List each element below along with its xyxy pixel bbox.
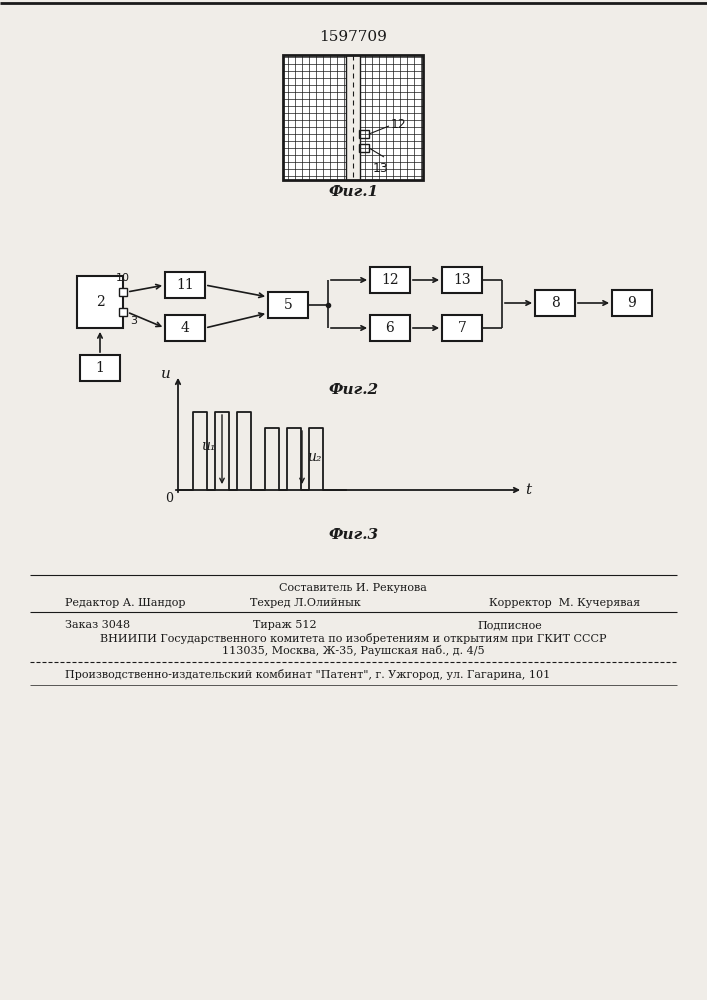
Bar	[370, 267, 410, 293]
Text: 0: 0	[165, 492, 173, 506]
Bar	[119, 308, 127, 316]
Text: u: u	[161, 367, 171, 381]
Text: 9: 9	[628, 296, 636, 310]
Text: 13: 13	[453, 273, 471, 287]
Text: Заказ 3048: Заказ 3048	[65, 620, 130, 630]
Bar	[612, 290, 652, 316]
Text: Редактор А. Шандор: Редактор А. Шандор	[65, 598, 185, 608]
Text: Фиг.3: Фиг.3	[328, 528, 378, 542]
Bar	[370, 315, 410, 341]
Text: 5: 5	[284, 298, 293, 312]
Text: Фиг.1: Фиг.1	[328, 185, 378, 199]
Text: 10: 10	[116, 273, 130, 283]
Text: t: t	[525, 483, 531, 497]
Text: Производственно-издательский комбинат "Патент", г. Ужгород, ул. Гагарина, 101: Производственно-издательский комбинат "П…	[65, 668, 550, 680]
Text: Фиг.2: Фиг.2	[328, 383, 378, 397]
Bar	[283, 55, 423, 180]
Text: u₂: u₂	[307, 450, 321, 464]
Text: Составитель И. Рекунова: Составитель И. Рекунова	[279, 583, 427, 593]
Text: 1: 1	[95, 361, 105, 375]
Bar	[283, 55, 423, 180]
Bar	[442, 267, 482, 293]
Text: u₁: u₁	[201, 439, 215, 453]
Text: 8: 8	[551, 296, 559, 310]
Bar	[165, 272, 205, 298]
Text: 4: 4	[180, 321, 189, 335]
Text: 3: 3	[130, 316, 137, 326]
Text: ВНИИПИ Государственного комитета по изобретениям и открытиям при ГКИТ СССР: ВНИИПИ Государственного комитета по изоб…	[100, 633, 606, 644]
Bar	[359, 144, 369, 152]
Text: 2: 2	[95, 295, 105, 309]
Text: 13: 13	[373, 162, 389, 175]
Text: 1597709: 1597709	[319, 30, 387, 44]
Text: 12: 12	[391, 118, 407, 131]
Bar	[442, 315, 482, 341]
Text: 7: 7	[457, 321, 467, 335]
Text: Корректор  М. Кучерявая: Корректор М. Кучерявая	[489, 598, 641, 608]
Text: Подписное: Подписное	[478, 620, 542, 630]
Bar	[119, 288, 127, 296]
Text: Тираж 512: Тираж 512	[253, 620, 317, 630]
Bar	[359, 130, 369, 138]
Text: 113035, Москва, Ж-35, Раушская наб., д. 4/5: 113035, Москва, Ж-35, Раушская наб., д. …	[222, 646, 484, 656]
Text: 6: 6	[385, 321, 395, 335]
Text: 12: 12	[381, 273, 399, 287]
Bar	[77, 276, 123, 328]
Bar	[346, 55, 360, 180]
Bar	[80, 355, 120, 381]
Bar	[268, 292, 308, 318]
Text: Техред Л.Олийнык: Техред Л.Олийнык	[250, 598, 361, 608]
Bar	[535, 290, 575, 316]
Text: 11: 11	[176, 278, 194, 292]
Bar	[165, 315, 205, 341]
